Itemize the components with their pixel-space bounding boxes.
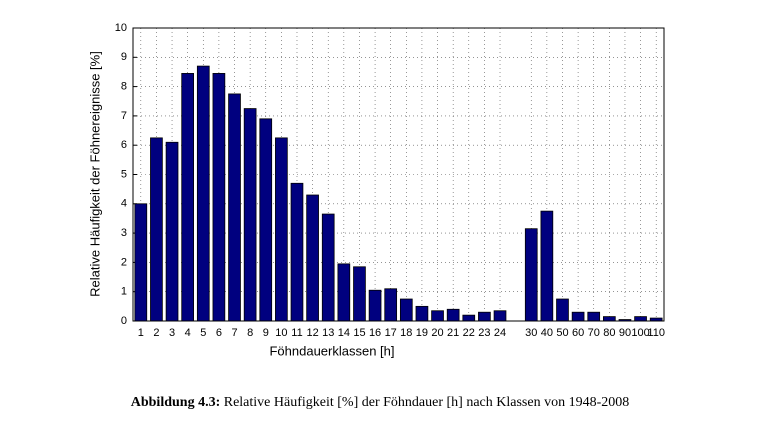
x-tick-label: 20 (431, 327, 443, 339)
x-tick-label: 19 (416, 327, 428, 339)
x-tick-label: 9 (263, 327, 269, 339)
bar (431, 310, 444, 322)
x-tick-label: 7 (231, 327, 237, 339)
bar (462, 314, 476, 322)
x-tick-label: 22 (463, 327, 475, 339)
bar (337, 263, 351, 322)
bar (571, 311, 585, 322)
x-tick-label: 17 (385, 327, 397, 339)
y-tick-label: 6 (121, 139, 127, 151)
bar (306, 194, 319, 322)
bar (353, 266, 366, 322)
bar (321, 213, 335, 322)
bar (415, 305, 429, 322)
x-tick-label: 14 (338, 327, 350, 339)
bar (446, 308, 460, 322)
bar (290, 182, 304, 322)
x-tick-label: 13 (322, 327, 334, 339)
bar (524, 228, 538, 322)
x-tick-label: 24 (494, 327, 506, 339)
x-tick-label: 40 (541, 327, 553, 339)
plot-frame (132, 27, 665, 322)
caption-text: Relative Häufigkeit [%] der Föhndauer [h… (224, 395, 630, 410)
y-tick-label: 0 (121, 315, 127, 327)
x-tick-label: 15 (353, 327, 365, 339)
x-tick-label: 2 (153, 327, 159, 339)
y-tick-label: 8 (121, 81, 127, 93)
caption-label: Abbildung 4.3: (131, 395, 220, 410)
y-tick-label: 1 (121, 286, 127, 298)
bar (587, 311, 601, 322)
x-tick-label: 3 (169, 327, 175, 339)
x-tick-label: 5 (200, 327, 206, 339)
bar (165, 141, 179, 322)
x-tick-label: 12 (306, 327, 318, 339)
bar (478, 311, 491, 322)
x-tick-label: 100 (631, 327, 649, 339)
x-tick-label: 16 (369, 327, 381, 339)
bar (399, 298, 413, 322)
x-tick-label: 8 (247, 327, 253, 339)
bar (275, 137, 288, 322)
bar (196, 65, 210, 322)
x-tick-label: 18 (400, 327, 412, 339)
bar (384, 288, 398, 322)
x-tick-label: 50 (556, 327, 568, 339)
x-tick-label: 21 (447, 327, 459, 339)
bar (556, 298, 569, 322)
x-axis-label: Föhndauerklassen [h] (269, 343, 394, 358)
y-tick-label: 10 (115, 22, 127, 34)
y-axis-label: Relative Häufigkeit der Föhnereignisse [… (87, 51, 102, 297)
bar (259, 118, 273, 322)
y-tick-label: 9 (121, 51, 127, 63)
x-tick-label: 10 (275, 327, 287, 339)
x-tick-label: 6 (216, 327, 222, 339)
x-tick-label: 30 (525, 327, 537, 339)
bar (181, 73, 194, 322)
bar (603, 316, 616, 322)
x-tick-label: 110 (647, 327, 665, 339)
x-tick-label: 70 (588, 327, 600, 339)
bar (243, 108, 257, 322)
caption: Abbildung 4.3: Relative Häufigkeit [%] d… (131, 395, 629, 410)
x-tick-label: 60 (572, 327, 584, 339)
bar (540, 210, 554, 322)
bar (634, 316, 647, 322)
x-tick-label: 23 (478, 327, 490, 339)
x-tick-label: 90 (619, 327, 631, 339)
y-tick-label: 2 (121, 256, 127, 268)
y-tick-label: 7 (121, 110, 127, 122)
x-tick-label: 11 (291, 327, 302, 339)
y-tick-label: 5 (121, 168, 127, 180)
x-tick-label: 4 (185, 327, 191, 339)
bar (493, 310, 507, 322)
bar (150, 137, 163, 322)
bar (212, 73, 226, 322)
y-tick-label: 3 (121, 227, 127, 239)
bar (368, 289, 382, 322)
bar (228, 93, 241, 322)
y-tick-label: 4 (121, 198, 127, 210)
x-tick-label: 80 (603, 327, 615, 339)
x-tick-label: 1 (138, 327, 144, 339)
bar (134, 203, 148, 322)
